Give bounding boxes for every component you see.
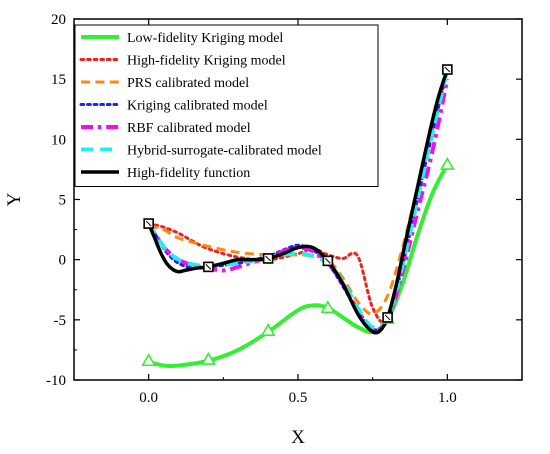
- y-tick-label: -10: [46, 373, 66, 389]
- axis-ticks: 0.0 0.5 1.0 -10 -5 0 5 10 15 20: [46, 12, 523, 406]
- y-axis-label: Y: [4, 192, 25, 206]
- series-line-hybrid-surrogate-calibrated-model: [146, 69, 450, 330]
- legend-entry-kriging-calibrated-model: Kriging calibrated model: [127, 99, 268, 114]
- marker-triangle: [141, 353, 157, 367]
- marker-square-inner: [265, 255, 271, 262]
- marker-square-inner: [325, 258, 331, 264]
- marker-square-inner: [384, 314, 391, 321]
- y-tick-label: 20: [51, 12, 66, 28]
- legend-box: [74, 24, 379, 187]
- marker-triangle: [260, 323, 276, 336]
- y-tick-label: 0: [59, 253, 67, 269]
- marker-square-inner: [444, 66, 451, 73]
- y-tick-label: 5: [59, 193, 67, 209]
- y-tick-label: 10: [51, 132, 66, 148]
- legend-entry-prs-calibrated-model: PRS calibrated model: [127, 76, 249, 91]
- x-axis-label: X: [291, 427, 305, 448]
- legend-entry-high-fidelity-kriging-model: High-fidelity Kriging model: [127, 54, 286, 69]
- legend-entry-low-fidelity-kriging-model: Low-fidelity Kriging model: [127, 31, 283, 46]
- series-line-high-fidelity-function: [147, 69, 449, 335]
- x-tick-label: 1.0: [438, 390, 457, 406]
- legend-entry-high-fidelity-function: High-fidelity function: [127, 166, 250, 181]
- marker-square-inner: [145, 220, 152, 227]
- x-tick-label: 0.0: [139, 390, 158, 406]
- x-tick-label: 0.5: [289, 390, 308, 406]
- marker-triangle: [201, 351, 216, 365]
- legend-entry-rbf-calibrated-model: RBF calibrated model: [127, 121, 251, 136]
- legend: Low-fidelity Kriging model High-fidelity …: [74, 24, 379, 187]
- legend-entry-hybrid-surrogate-calibrated-model: Hybrid-surrogate-calibrated model: [127, 144, 322, 159]
- y-tick-label: 15: [51, 72, 66, 88]
- marker-triangle: [320, 300, 336, 314]
- y-tick-label: -5: [54, 313, 67, 329]
- marker-triangle: [439, 156, 455, 170]
- marker-square-inner: [205, 264, 212, 270]
- plot-area: [146, 68, 450, 369]
